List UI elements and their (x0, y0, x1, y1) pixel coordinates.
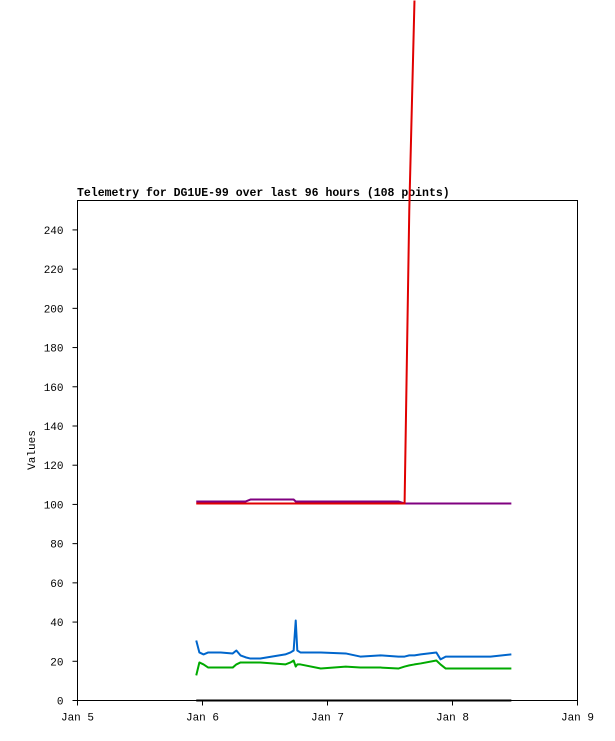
y-axis-label: Values (27, 430, 39, 470)
y-tick-label: 80 (50, 540, 63, 552)
x-tick-label: Jan 8 (436, 713, 469, 725)
y-tick-label: 140 (44, 422, 64, 434)
x-tick-label: Jan 6 (186, 713, 219, 725)
y-tick-label: 100 (44, 500, 64, 512)
x-tick-label: Jan 7 (311, 713, 344, 725)
series-line (195, 659, 512, 676)
y-tick-label: 40 (50, 618, 63, 630)
y-tick-label: 240 (44, 226, 64, 238)
y-tick-label: 60 (50, 579, 63, 591)
y-tick-label: 180 (44, 344, 64, 356)
x-tick-label: Jan 5 (61, 713, 94, 725)
x-tick-label: Jan 9 (561, 713, 594, 725)
series-line (196, 498, 512, 505)
chart-title: Telemetry for DG1UE-99 over last 96 hour… (77, 187, 450, 200)
series-line (195, 619, 512, 661)
y-tick-label: 160 (44, 383, 64, 395)
plot-frame (77, 200, 578, 701)
y-tick-label: 220 (44, 265, 64, 277)
y-tick-label: 20 (50, 657, 63, 669)
y-tick-label: 200 (44, 304, 64, 316)
y-tick-label: 120 (44, 461, 64, 473)
y-tick-label: 0 (57, 697, 64, 709)
series-line (196, 0, 416, 505)
